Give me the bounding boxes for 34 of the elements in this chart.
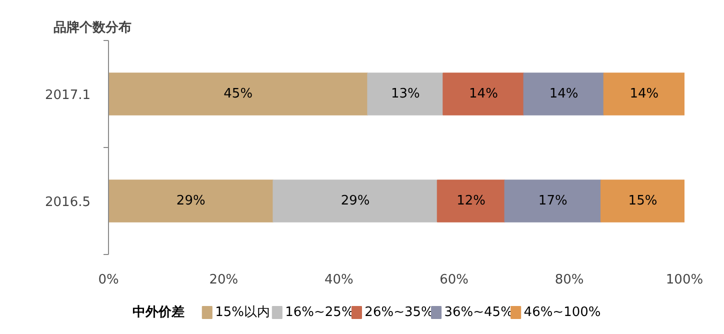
data-label: 29% — [176, 194, 206, 208]
bar — [600, 180, 684, 222]
legend-title: 中外价差 — [132, 305, 184, 320]
data-label: 15% — [628, 194, 658, 208]
data-label: 14% — [630, 86, 659, 102]
bar — [272, 180, 438, 222]
bar — [442, 72, 524, 116]
data-label: 45% — [224, 86, 253, 102]
y-tick-label: 2017.1 — [45, 88, 91, 103]
legend-label: 15%以内 — [215, 305, 270, 320]
data-label: 13% — [390, 86, 420, 102]
bar — [108, 180, 274, 222]
bar — [504, 180, 602, 222]
data-label: 12% — [456, 194, 486, 208]
bar — [523, 72, 604, 116]
x-tick-label: 60% — [440, 272, 469, 288]
x-tick-label: 0% — [98, 272, 119, 288]
x-tick-label: 100% — [666, 272, 704, 288]
bar — [603, 72, 684, 116]
bar — [108, 72, 368, 116]
x-tick-label: 80% — [554, 272, 584, 288]
legend-label: 16%~25% — [285, 305, 354, 320]
bar — [436, 180, 506, 222]
data-label: 14% — [549, 86, 578, 102]
chart-title: 品牌个数分布 — [54, 20, 132, 36]
x-tick-label: 20% — [209, 272, 238, 288]
data-label: 29% — [340, 194, 370, 208]
legend-label: 26%~35% — [364, 305, 434, 320]
x-tick-label: 40% — [324, 272, 354, 288]
data-label: 17% — [538, 194, 568, 208]
data-label: 14% — [469, 86, 498, 102]
y-tick-label: 2016.5 — [45, 195, 91, 210]
legend-label: 46%~100% — [524, 305, 601, 320]
bar — [367, 72, 444, 116]
